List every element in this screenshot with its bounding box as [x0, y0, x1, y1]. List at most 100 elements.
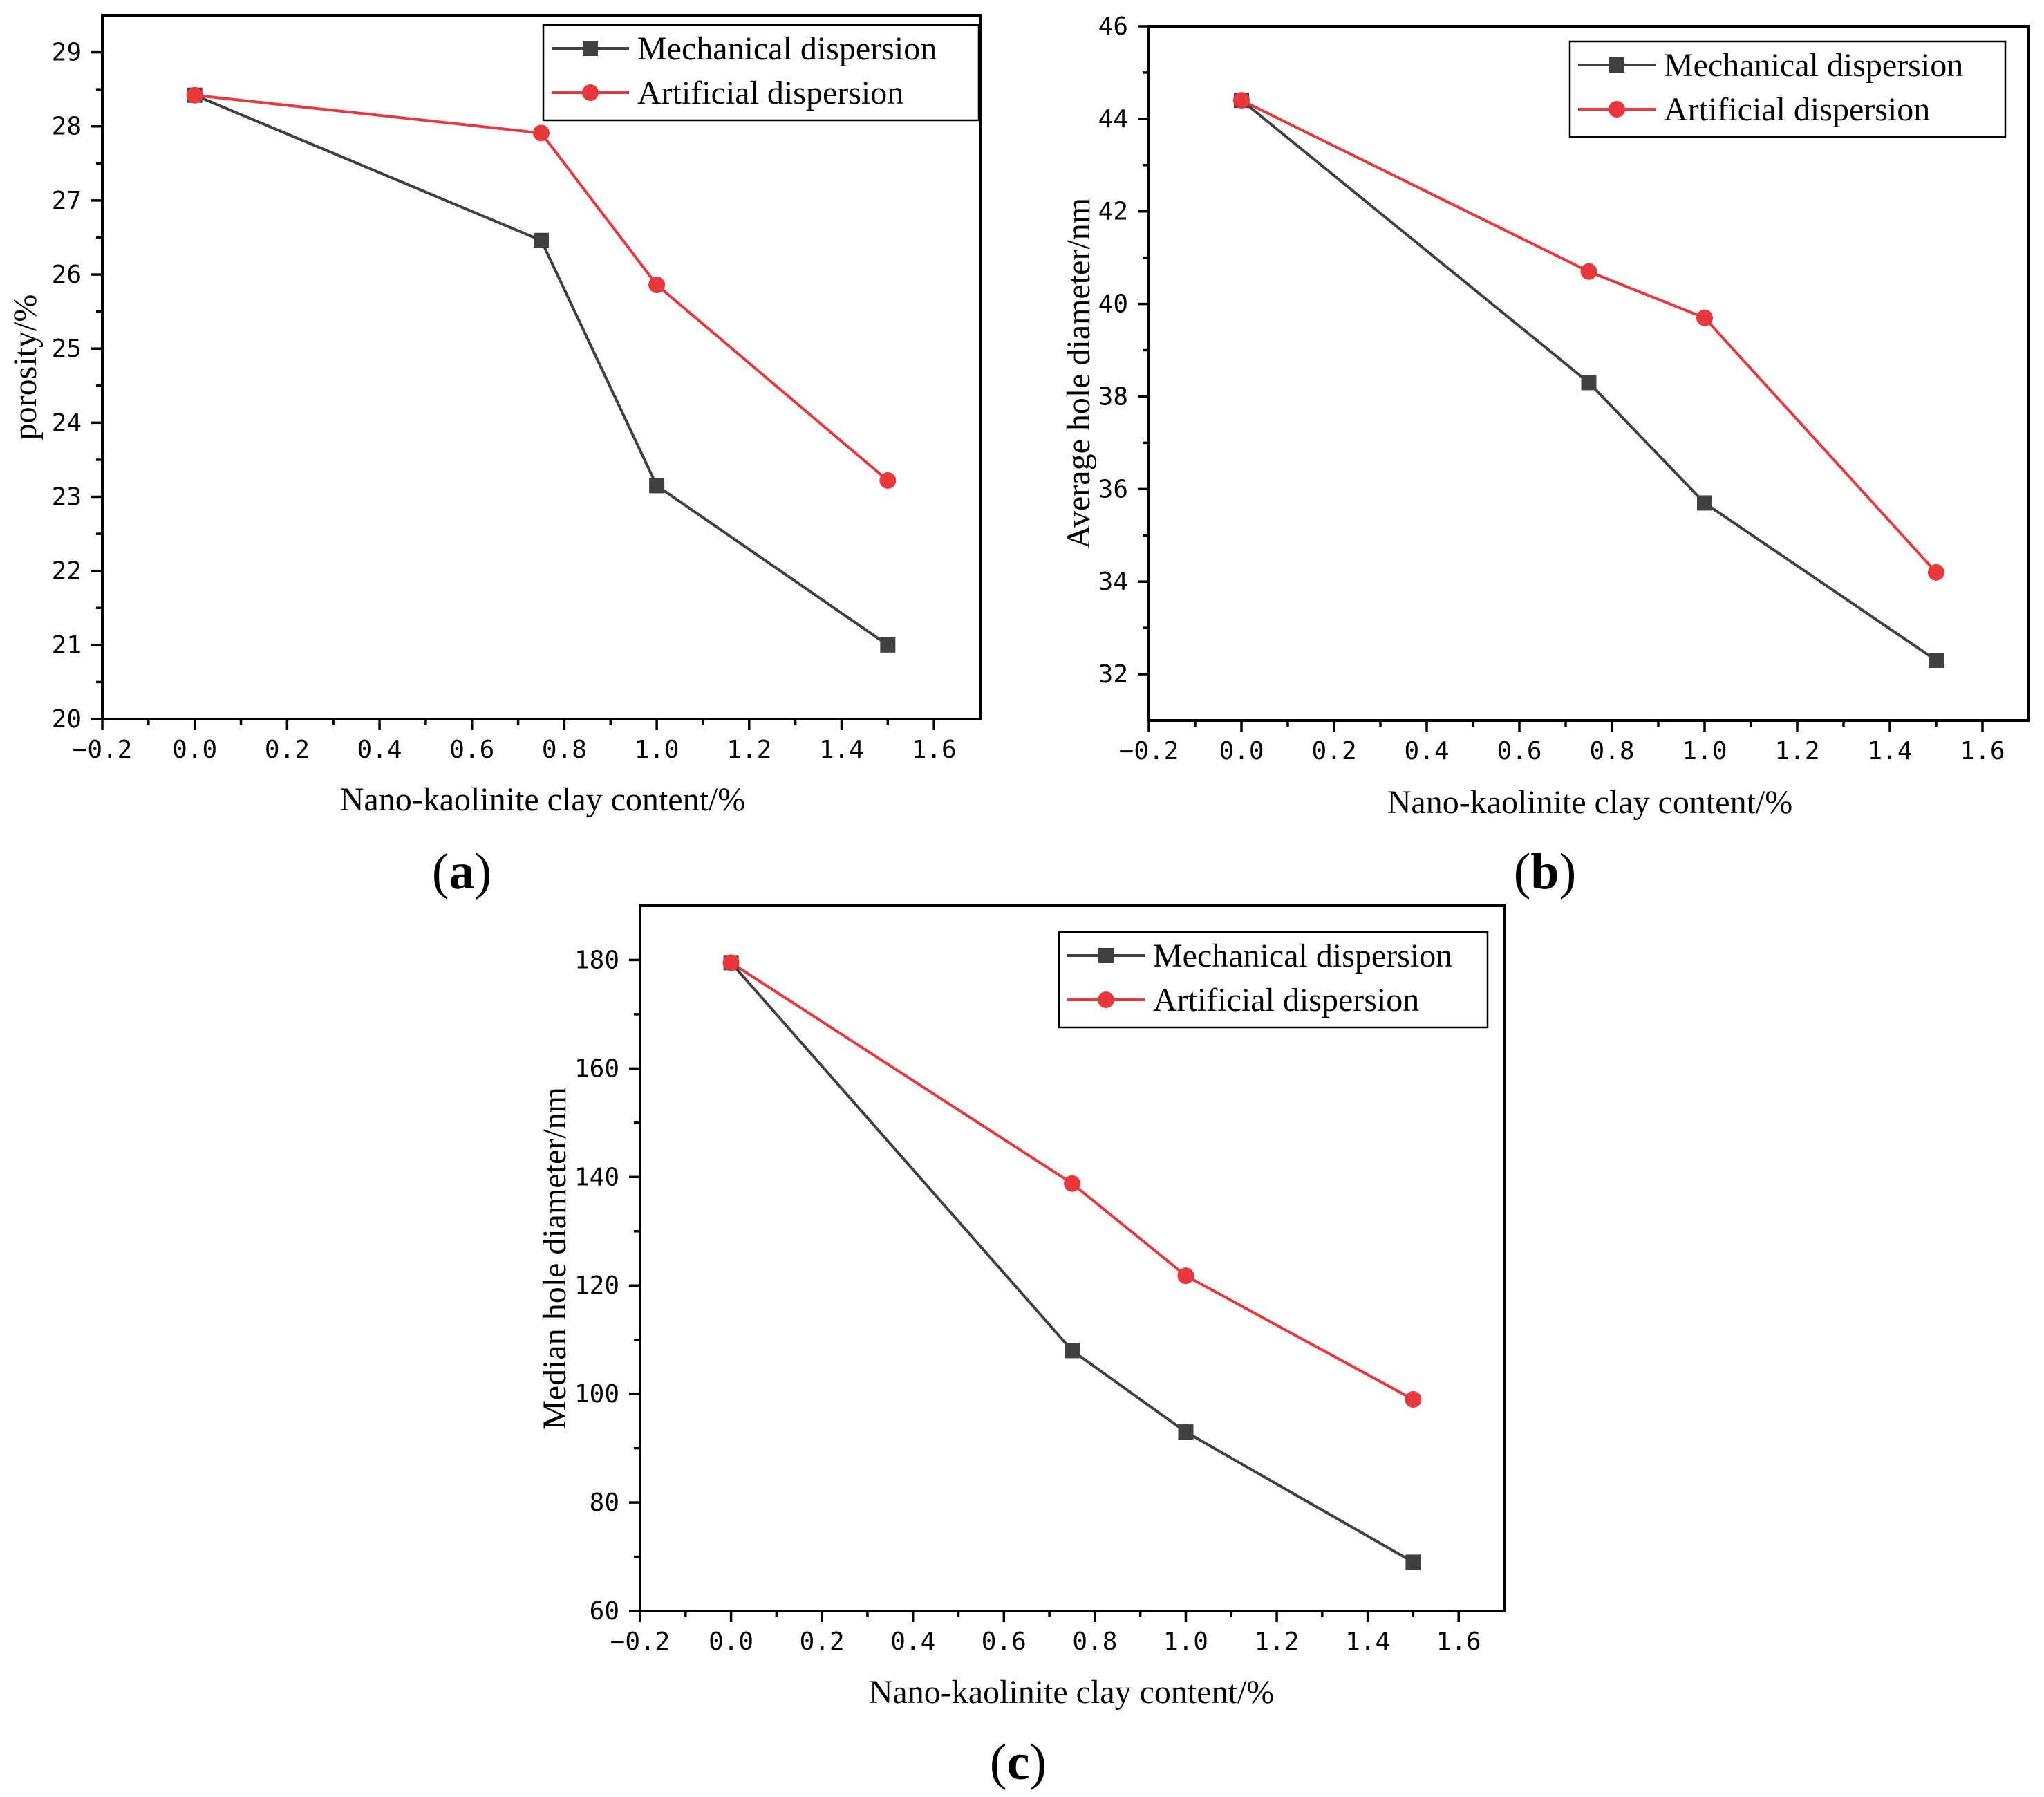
panel-label: (a) [432, 844, 491, 900]
y-tick-label: 23 [52, 483, 82, 512]
y-tick-label: 46 [1098, 12, 1128, 41]
x-tick-label: −0.2 [610, 1628, 671, 1656]
y-tick-label: 24 [52, 409, 82, 437]
x-axis-title: Nano-kaolinite clay content/% [1387, 784, 1792, 821]
y-tick-label: 27 [52, 187, 82, 215]
y-tick-label: 21 [52, 631, 82, 660]
legend-box [1058, 931, 1489, 1029]
x-tick-label: 1.4 [1867, 737, 1912, 765]
panel-a: −0.2 0.0 0.2 0.4 0.6 0.8 1.0 1.2 1.4 1.6 20 21 22 23 2… [7, 14, 982, 900]
legend-marker-circle [1609, 101, 1625, 118]
series-line-artificial [730, 961, 1414, 1401]
data-point-artificial [722, 954, 740, 971]
y-tick-label: 42 [1098, 198, 1128, 226]
legend-marker-square [1098, 948, 1114, 963]
x-tick-label: 1.4 [819, 736, 864, 764]
legend-marker-circle [1098, 991, 1114, 1008]
y-tick-label: 100 [574, 1380, 619, 1408]
y-tick-label: 38 [1098, 382, 1128, 411]
panel-letter: c [1007, 1734, 1030, 1791]
y-tick-label: 60 [590, 1597, 619, 1626]
panel-label: (c) [990, 1734, 1047, 1791]
y-tick-label: 160 [574, 1054, 619, 1083]
series-line-mechanical [194, 93, 889, 646]
x-tick-label: 0.4 [890, 1628, 935, 1656]
y-tick-label: 44 [1098, 105, 1128, 133]
series-line-artificial [1241, 99, 1938, 574]
x-tick-label: 1.2 [726, 736, 771, 764]
legend-box [542, 24, 980, 122]
legend: Mechanical dispersion Artificial dispersi… [542, 24, 980, 122]
legend-marker-square [1609, 57, 1624, 73]
x-tick-label: 1.6 [1436, 1628, 1481, 1656]
legend: Mechanical dispersion Artificial dispersi… [1568, 40, 2007, 138]
y-tick-label: 120 [574, 1272, 619, 1300]
x-tick-label: 0.2 [1311, 737, 1356, 765]
x-tick-label: 0.2 [800, 1628, 845, 1656]
data-point-artificial [186, 86, 203, 104]
data-point-artificial [1405, 1391, 1422, 1408]
x-tick-label: 0.2 [265, 736, 310, 764]
data-point-mechanical [1581, 375, 1597, 391]
y-tick-label: 140 [574, 1163, 619, 1191]
x-tick-label: 1.6 [1960, 737, 2005, 765]
y-tick-label: 40 [1098, 290, 1128, 319]
x-tick-label: 0.0 [1219, 737, 1264, 765]
panel-c: −0.2 0.0 0.2 0.4 0.6 0.8 1.0 1.2 1.4 1.6 60 80 100 12… [536, 904, 1506, 1791]
legend-entry: Artificial dispersion [1153, 982, 1419, 1018]
legend-entry: Mechanical dispersion [1664, 47, 1963, 84]
x-tick-label: 0.0 [709, 1628, 753, 1656]
data-point-mechanical [1929, 652, 1944, 668]
x-tick-label: 0.6 [449, 736, 494, 764]
data-point-artificial [1928, 564, 1944, 581]
x-tick-label: 0.8 [1072, 1628, 1117, 1656]
data-point-artificial [1233, 92, 1250, 109]
x-tick-label: 1.4 [1345, 1628, 1390, 1656]
data-point-artificial [1580, 263, 1597, 280]
y-axis-title: Average hole diameter/nm [1060, 198, 1097, 549]
x-tick-label: 0.4 [357, 736, 402, 764]
plot-frame [101, 14, 982, 720]
y-tick-label: 180 [574, 946, 619, 974]
data-point-mechanical [880, 637, 896, 653]
legend-entry: Mechanical dispersion [1153, 938, 1452, 974]
panel-label: (b) [1514, 844, 1576, 900]
y-axis-title: Median hole diameter/nm [536, 1087, 573, 1430]
legend-entry: Mechanical dispersion [637, 30, 937, 67]
legend: Mechanical dispersion Artificial dispersi… [1058, 931, 1489, 1029]
legend-marker-square [583, 41, 598, 56]
panel-letter: a [449, 844, 475, 900]
legend-marker-circle [582, 84, 599, 101]
y-tick-label: 36 [1098, 475, 1128, 503]
x-tick-label: 1.6 [912, 736, 957, 764]
data-point-artificial [533, 124, 550, 142]
x-axis-title: Nano-kaolinite clay content/% [340, 781, 745, 818]
data-point-mechanical [1405, 1554, 1421, 1570]
data-point-artificial [1064, 1175, 1080, 1192]
x-tick-label: 0.8 [542, 736, 587, 764]
data-point-artificial [879, 472, 897, 489]
legend-entry: Artificial dispersion [1664, 91, 1930, 128]
data-point-mechanical [649, 478, 665, 494]
x-tick-label: 1.2 [1774, 737, 1819, 765]
data-point-artificial [648, 277, 666, 294]
series-line-mechanical [730, 962, 1414, 1564]
y-tick-label: 22 [52, 557, 82, 586]
data-point-mechanical [1178, 1424, 1194, 1440]
y-tick-label: 28 [52, 113, 82, 141]
y-axis-title: porosity/% [7, 295, 44, 440]
y-tick-label: 26 [52, 261, 82, 289]
y-tick-label: 29 [52, 39, 82, 67]
x-tick-label: 0.4 [1404, 737, 1449, 765]
y-tick-label: 32 [1098, 660, 1128, 689]
panel-b: −0.2 0.0 0.2 0.4 0.6 0.8 1.0 1.2 1.4 1.6 32 34 36 38 4… [1060, 12, 2030, 900]
data-point-mechanical [534, 232, 549, 248]
x-tick-label: 0.6 [1497, 737, 1541, 765]
x-axis-title: Nano-kaolinite clay content/% [869, 1674, 1274, 1711]
legend-entry: Artificial dispersion [637, 75, 903, 111]
plot-frame [639, 904, 1506, 1612]
series-line-artificial [194, 93, 889, 482]
y-tick-label: 25 [52, 335, 82, 363]
x-tick-label: 1.0 [635, 736, 679, 764]
x-tick-label: 1.0 [1163, 1628, 1208, 1656]
